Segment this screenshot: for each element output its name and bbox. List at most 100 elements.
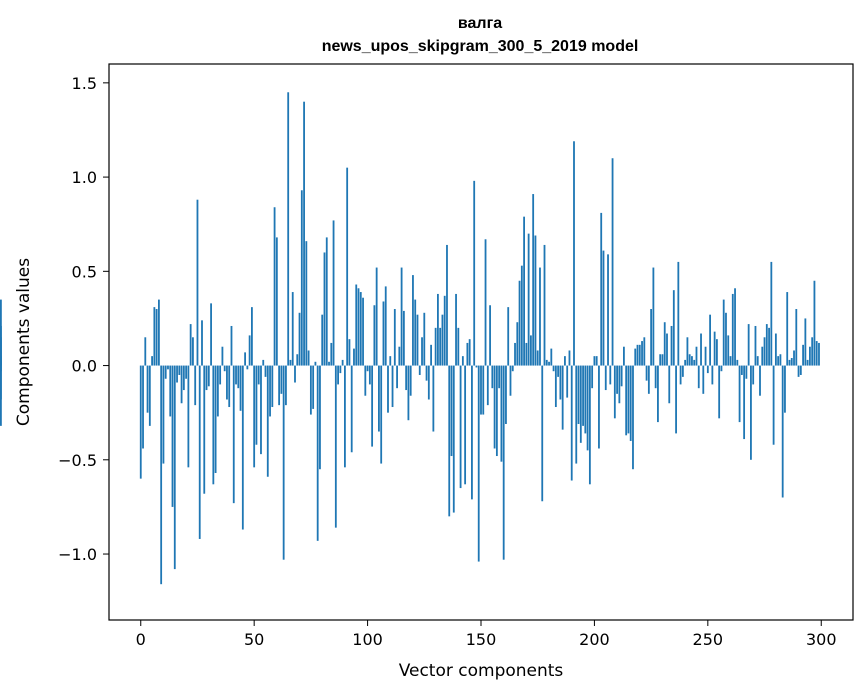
- bar-271: [754, 325, 757, 366]
- bar-9: [160, 365, 163, 585]
- bar-200: [593, 356, 596, 366]
- bar-232: [666, 333, 668, 366]
- bar-297: [813, 280, 816, 366]
- bar-57: [269, 365, 271, 417]
- bar-135: [446, 244, 448, 366]
- bar-93: [350, 365, 353, 453]
- bar-95: [355, 284, 358, 366]
- bar-197: [586, 365, 589, 451]
- bar-229: [659, 354, 662, 366]
- bar-211: [618, 365, 621, 404]
- bar-33: [214, 365, 217, 473]
- bar-23: [192, 337, 194, 366]
- bar-194: [579, 365, 582, 443]
- bar-141: [459, 365, 462, 489]
- bar-124: [421, 337, 423, 366]
- bar-244: [693, 359, 696, 366]
- bar-155: [491, 365, 494, 389]
- bar-239: [681, 365, 684, 377]
- bar-184: [557, 365, 560, 377]
- bar-144: [466, 342, 469, 366]
- bar-177: [541, 365, 544, 502]
- bar-10: [162, 365, 165, 464]
- bar-122: [416, 314, 419, 366]
- bar-162: [507, 307, 510, 366]
- bar-99: [364, 365, 367, 396]
- bar-154: [489, 305, 491, 366]
- x-axis: 0 50 100 150 200 250 300: [136, 620, 837, 649]
- bar-137: [450, 365, 453, 457]
- bar-131: [437, 293, 439, 366]
- bar-204: [602, 250, 605, 366]
- bar-264: [738, 365, 741, 423]
- bar-5: [151, 356, 153, 366]
- bar-175: [536, 350, 539, 366]
- bar-106: [380, 365, 383, 464]
- bar-31: [210, 303, 212, 366]
- bar-90: [344, 365, 346, 468]
- bar-272: [756, 356, 759, 366]
- bar-79: [319, 365, 321, 470]
- bar-55: [264, 365, 267, 377]
- bar-18: [180, 365, 183, 404]
- bar-231: [663, 322, 666, 366]
- bar-91: [346, 167, 349, 366]
- bar-133: [441, 314, 444, 366]
- bar-186: [561, 365, 564, 430]
- bar-118: [407, 365, 410, 421]
- bar-230: [661, 354, 664, 366]
- bar-104: [375, 267, 378, 366]
- bar-268: [747, 324, 750, 366]
- bar-145: [468, 339, 471, 366]
- bar-148: [475, 365, 478, 368]
- bar-26: [198, 365, 201, 539]
- bar-38: [226, 365, 228, 400]
- bar-64: [285, 365, 287, 406]
- bar-113: [396, 365, 398, 389]
- bar-238: [679, 365, 682, 385]
- bar-277: [768, 327, 770, 366]
- bar-237: [677, 261, 680, 366]
- bar-35: [219, 365, 222, 385]
- bar-210: [616, 365, 618, 394]
- bar-77: [314, 361, 317, 366]
- bar-39: [228, 365, 231, 408]
- bar-253: [713, 331, 716, 366]
- x-tick-label: 100: [352, 630, 383, 649]
- bar-226: [652, 267, 655, 366]
- bar-85: [332, 220, 335, 366]
- bar-274: [761, 346, 764, 366]
- bar-74: [307, 350, 310, 366]
- bar-251: [709, 314, 711, 366]
- bar-191: [573, 141, 575, 366]
- bar-34: [216, 365, 219, 417]
- bar-66: [289, 359, 292, 366]
- bar-75: [309, 365, 312, 415]
- y-tick-label: −1.0: [58, 545, 97, 564]
- bar-275: [763, 337, 766, 366]
- y-tick-label: 1.5: [72, 74, 97, 93]
- bar-254: [716, 339, 718, 366]
- bar-262: [734, 288, 736, 366]
- bar-216: [629, 365, 632, 441]
- bar-164: [511, 365, 514, 372]
- bar-4: [148, 365, 151, 426]
- bar-21: [187, 365, 190, 468]
- bar-22: [189, 324, 192, 366]
- bar-44: [239, 365, 242, 411]
- bar-283: [781, 365, 784, 498]
- bar-259: [727, 335, 730, 366]
- bar-82: [325, 237, 328, 366]
- bar-120: [412, 275, 414, 366]
- bar-273: [759, 365, 761, 396]
- bar-98: [362, 297, 364, 366]
- bar-223: [645, 365, 648, 381]
- bar-67: [291, 292, 294, 366]
- bar-240: [684, 359, 687, 366]
- bar-235: [672, 290, 675, 366]
- bar-121: [414, 299, 417, 366]
- bar-174: [534, 235, 537, 366]
- bar-48: [248, 335, 251, 366]
- bar-286: [788, 359, 791, 366]
